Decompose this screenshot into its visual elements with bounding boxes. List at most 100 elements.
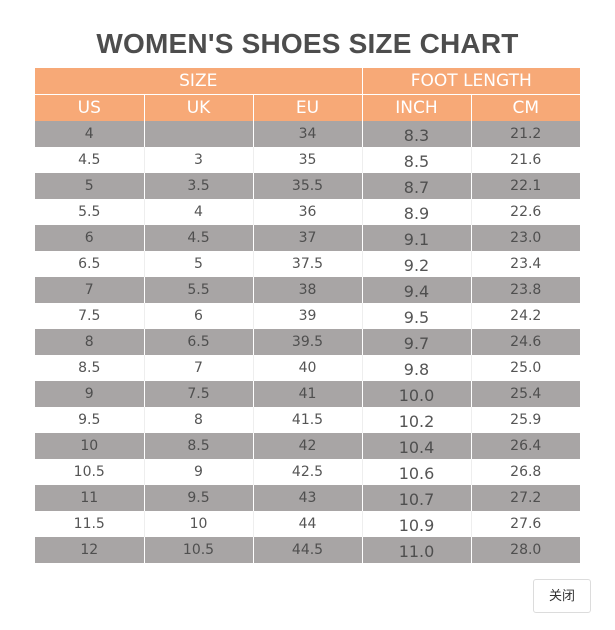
cell-uk: 10 — [143, 511, 253, 537]
cell-uk: 5 — [143, 251, 253, 277]
cell-cm: 25.9 — [470, 407, 580, 433]
cell-us: 9 — [35, 381, 144, 407]
cell-eu: 37 — [252, 225, 362, 251]
cell-cm: 26.8 — [470, 459, 580, 485]
cell-uk — [143, 121, 253, 147]
table-row: 4.5 3 35 8.5 21.6 — [35, 147, 580, 173]
cell-inch: 10.9 — [361, 511, 471, 537]
cell-uk: 4.5 — [143, 225, 253, 251]
column-header-us: US — [35, 94, 144, 121]
table-row: 10.5 9 42.5 10.6 26.8 — [35, 459, 580, 485]
header-column-row: US UK EU INCH CM — [35, 94, 580, 121]
table-row: 5 3.5 35.5 8.7 22.1 — [35, 173, 580, 199]
table-row: 5.5 4 36 8.9 22.6 — [35, 199, 580, 225]
cell-uk: 7 — [143, 355, 253, 381]
cell-us: 9.5 — [35, 407, 144, 433]
cell-inch: 10.6 — [361, 459, 471, 485]
cell-uk: 8 — [143, 407, 253, 433]
cell-uk: 6.5 — [143, 329, 253, 355]
cell-cm: 23.4 — [470, 251, 580, 277]
table-row: 7.5 6 39 9.5 24.2 — [35, 303, 580, 329]
cell-eu: 37.5 — [252, 251, 362, 277]
header-group-row: SIZE FOOT LENGTH — [35, 68, 580, 95]
cell-us: 4.5 — [35, 147, 144, 173]
column-header-cm: CM — [470, 94, 580, 121]
table-body: 4 34 8.3 21.2 4.5 3 35 8.5 21.6 5 3.5 35.5 8.7 22.1 5.… — [35, 121, 580, 563]
cell-uk: 6 — [143, 303, 253, 329]
cell-uk: 4 — [143, 199, 253, 225]
cell-inch: 9.5 — [361, 303, 471, 329]
table-row: 11 9.5 43 10.7 27.2 — [35, 485, 580, 511]
cell-cm: 26.4 — [470, 433, 580, 459]
table-row: 6 4.5 37 9.1 23.0 — [35, 225, 580, 251]
cell-eu: 34 — [252, 121, 362, 147]
cell-inch: 9.2 — [361, 251, 471, 277]
cell-us: 6.5 — [35, 251, 144, 277]
table-row: 4 34 8.3 21.2 — [35, 121, 580, 147]
cell-cm: 28.0 — [470, 537, 580, 563]
cell-cm: 27.6 — [470, 511, 580, 537]
cell-inch: 9.1 — [361, 225, 471, 251]
cell-inch: 8.5 — [361, 147, 471, 173]
cell-uk: 10.5 — [143, 537, 253, 563]
cell-us: 5 — [35, 173, 144, 199]
cell-eu: 35 — [252, 147, 362, 173]
cell-us: 8 — [35, 329, 144, 355]
cell-cm: 25.4 — [470, 381, 580, 407]
cell-eu: 40 — [252, 355, 362, 381]
cell-inch: 11.0 — [361, 537, 471, 563]
cell-eu: 36 — [252, 199, 362, 225]
cell-us: 11.5 — [35, 511, 144, 537]
cell-cm: 21.6 — [470, 147, 580, 173]
cell-cm: 25.0 — [470, 355, 580, 381]
cell-eu: 42 — [252, 433, 362, 459]
chart-title: WOMEN'S SHOES SIZE CHART — [96, 28, 519, 59]
cell-eu: 43 — [252, 485, 362, 511]
table-row: 6.5 5 37.5 9.2 23.4 — [35, 251, 580, 277]
table-row: 10 8.5 42 10.4 26.4 — [35, 433, 580, 459]
column-header-eu: EU — [252, 94, 362, 121]
cell-uk: 9 — [143, 459, 253, 485]
size-table: SIZE FOOT LENGTH US UK EU INCH CM 4 34 8.3… — [35, 68, 580, 563]
cell-cm: 24.2 — [470, 303, 580, 329]
cell-us: 5.5 — [35, 199, 144, 225]
table-row: 12 10.5 44.5 11.0 28.0 — [35, 537, 580, 563]
cell-eu: 44.5 — [252, 537, 362, 563]
cell-eu: 41 — [252, 381, 362, 407]
column-header-uk: UK — [143, 94, 253, 121]
cell-us: 7.5 — [35, 303, 144, 329]
table-row: 8.5 7 40 9.8 25.0 — [35, 355, 580, 381]
cell-us: 6 — [35, 225, 144, 251]
cell-inch: 10.7 — [361, 485, 471, 511]
cell-cm: 23.8 — [470, 277, 580, 303]
cell-inch: 9.7 — [361, 329, 471, 355]
cell-eu: 35.5 — [252, 173, 362, 199]
cell-eu: 39.5 — [252, 329, 362, 355]
table-row: 8 6.5 39.5 9.7 24.6 — [35, 329, 580, 355]
cell-cm: 22.1 — [470, 173, 580, 199]
cell-uk: 5.5 — [143, 277, 253, 303]
cell-us: 10.5 — [35, 459, 144, 485]
table-row: 9.5 8 41.5 10.2 25.9 — [35, 407, 580, 433]
cell-inch: 8.9 — [361, 199, 471, 225]
cell-us: 8.5 — [35, 355, 144, 381]
header-group-size: SIZE — [35, 68, 362, 95]
table-row: 9 7.5 41 10.0 25.4 — [35, 381, 580, 407]
cell-uk: 9.5 — [143, 485, 253, 511]
cell-cm: 22.6 — [470, 199, 580, 225]
header-group-foot-length: FOOT LENGTH — [361, 68, 580, 95]
cell-uk: 3 — [143, 147, 253, 173]
close-button[interactable]: 关闭 — [533, 579, 591, 613]
table-row: 7 5.5 38 9.4 23.8 — [35, 277, 580, 303]
cell-uk: 7.5 — [143, 381, 253, 407]
cell-eu: 39 — [252, 303, 362, 329]
cell-inch: 10.2 — [361, 407, 471, 433]
cell-cm: 24.6 — [470, 329, 580, 355]
cell-us: 7 — [35, 277, 144, 303]
cell-us: 11 — [35, 485, 144, 511]
column-header-inch: INCH — [361, 94, 471, 121]
cell-cm: 23.0 — [470, 225, 580, 251]
cell-us: 4 — [35, 121, 144, 147]
cell-eu: 41.5 — [252, 407, 362, 433]
